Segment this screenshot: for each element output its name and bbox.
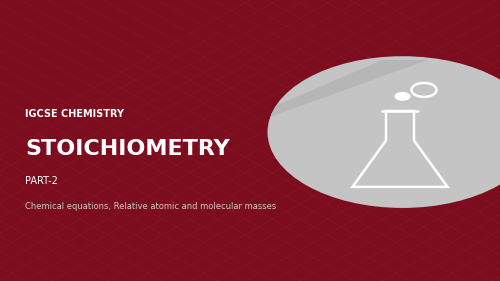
Circle shape bbox=[394, 92, 410, 101]
Text: PART-2: PART-2 bbox=[25, 176, 58, 186]
Text: Chemical equations, Relative atomic and molecular masses: Chemical equations, Relative atomic and … bbox=[25, 202, 276, 211]
Text: IGCSE CHEMISTRY: IGCSE CHEMISTRY bbox=[25, 109, 124, 119]
Circle shape bbox=[268, 56, 500, 208]
Polygon shape bbox=[268, 60, 428, 118]
Text: STOICHIOMETRY: STOICHIOMETRY bbox=[25, 139, 230, 159]
